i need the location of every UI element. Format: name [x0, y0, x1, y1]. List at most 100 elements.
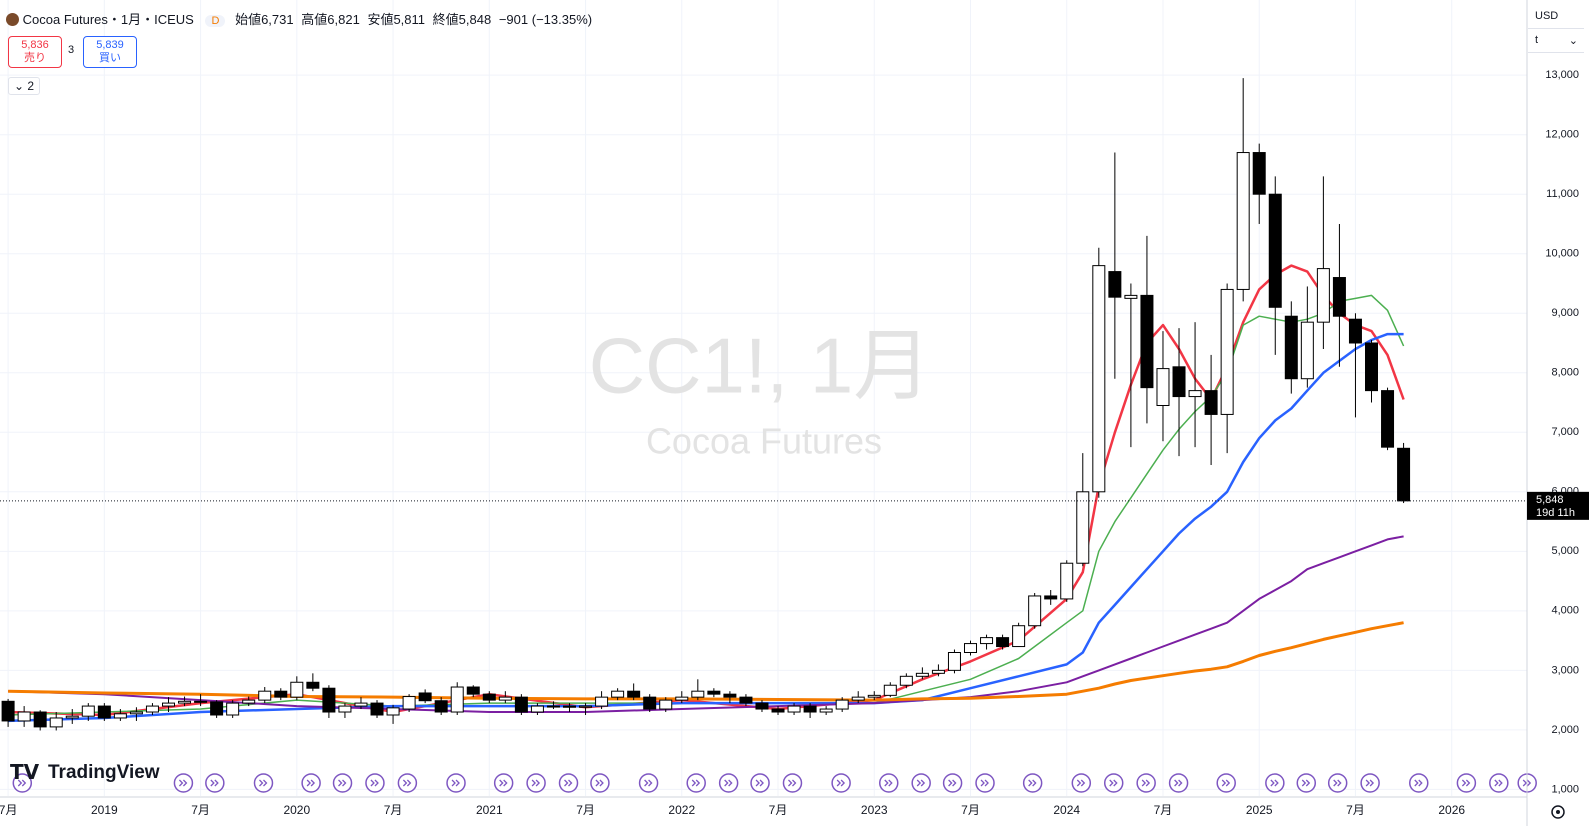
change: −901 (−13.35%): [498, 12, 593, 27]
candle-body: [1397, 447, 1411, 502]
candle-body: [338, 705, 352, 713]
candle-body: [306, 681, 320, 689]
buy-label: 買い: [99, 52, 121, 64]
candle-body: [145, 705, 159, 713]
sell-label: 売り: [24, 52, 46, 64]
event-marker-arrow: [1461, 779, 1471, 787]
close-value: 5,848: [458, 12, 492, 27]
event-marker: [686, 773, 706, 793]
candle-body: [579, 705, 593, 708]
event-marker-arrow: [836, 779, 846, 787]
event-marker: [365, 773, 385, 793]
candle-body: [899, 675, 913, 686]
unit: t: [1535, 34, 1539, 46]
badge[interactable]: D: [205, 15, 226, 27]
candle-body: [851, 696, 865, 701]
buy-button[interactable]: 5,839 買い: [83, 36, 137, 68]
candle-body: [1124, 294, 1138, 299]
low-label: 安値: [367, 12, 394, 27]
candle-body: [1381, 390, 1395, 448]
logo: 𝗧𝗩 TradingView: [10, 762, 160, 784]
event-marker-arrow: [210, 779, 219, 787]
candle-body: [1140, 294, 1154, 389]
x-tick-label: 2022: [668, 803, 695, 817]
candle-body: [1204, 390, 1218, 415]
candle-body: [947, 652, 961, 671]
event-marker: [526, 773, 546, 793]
dropdown-arrow: ⌄: [1568, 35, 1578, 47]
sell-price: 5,836: [21, 39, 49, 51]
event-marker: [1216, 773, 1236, 793]
x-tick-label: 2019: [91, 803, 118, 817]
x-tick-label: 2020: [283, 803, 310, 817]
candle-body: [691, 690, 705, 698]
currency[interactable]: USD: [1535, 10, 1559, 22]
candle-body: [162, 702, 175, 707]
event-marker-arrow: [499, 779, 508, 787]
symbol-icon: [6, 13, 19, 26]
candle-body: [675, 696, 689, 701]
sell-button[interactable]: 5,836 売り: [8, 36, 62, 68]
candle-body: [563, 705, 576, 708]
low-value: 5,811: [393, 12, 426, 27]
x-tick-label: 2024: [1053, 803, 1080, 817]
event-marker-arrow: [980, 779, 989, 787]
event-marker-arrow: [1301, 779, 1311, 787]
candle-body: [1, 700, 15, 722]
candle-body: [931, 669, 945, 674]
candle-body: [97, 705, 111, 719]
watermark-symbol: CC1!, 1月: [589, 322, 931, 410]
candle-body: [274, 690, 288, 698]
open-value: 6,731: [261, 12, 294, 27]
y-tick-label: 7,000: [1551, 426, 1579, 438]
symbol[interactable]: Cocoa Futures・1月・ICEUS: [22, 12, 194, 27]
x-tick-label: 7月: [0, 803, 17, 817]
candle-body: [707, 690, 721, 695]
candle-body: [322, 687, 336, 713]
event-marker-arrow: [564, 779, 573, 787]
event-marker-arrow: [1270, 779, 1279, 787]
event-marker: [253, 773, 274, 793]
settings-icon[interactable]: [1551, 805, 1565, 819]
y-tick-label: 5,000: [1551, 545, 1579, 557]
x-tick-label: 2025: [1246, 803, 1273, 817]
candle-body: [627, 690, 641, 698]
event-marker: [831, 773, 851, 793]
candle-body: [1348, 318, 1362, 344]
event-marker: [173, 773, 194, 793]
event-marker-arrow: [178, 779, 188, 787]
candle-body: [1076, 491, 1090, 564]
x-tick-label: 7月: [1154, 803, 1173, 817]
event-marker-arrow: [644, 779, 653, 787]
candle-body: [530, 705, 544, 713]
candle-body: [370, 702, 384, 716]
unit-select[interactable]: t ⌄: [1528, 28, 1584, 53]
event-marker-arrow: [259, 779, 268, 787]
candle-body: [1300, 321, 1314, 380]
candle-body: [643, 696, 657, 710]
y-tick-label: 12,000: [1545, 129, 1579, 141]
spread: 3: [68, 44, 75, 56]
event-marker: [942, 773, 963, 793]
indicators-toggle[interactable]: ⌄ 2: [8, 77, 41, 95]
event-marker-arrow: [1109, 779, 1118, 787]
candle-body: [1044, 595, 1058, 600]
logo-mark: 𝗧𝗩: [10, 762, 40, 784]
event-marker: [1296, 773, 1317, 793]
event-marker-arrow: [370, 779, 379, 787]
event-marker-arrow: [1076, 779, 1086, 787]
candle-body: [787, 705, 801, 713]
candle-body: [771, 708, 785, 713]
event-marker: [397, 773, 418, 793]
event-marker: [1103, 773, 1124, 793]
event-marker-arrow: [884, 779, 893, 787]
candle-body: [354, 702, 368, 707]
candle-body: [17, 711, 31, 722]
axes: 1,0002,0003,0004,0005,0006,0007,0008,000…: [0, 69, 1589, 817]
last-price-box: [1527, 491, 1589, 520]
x-tick-label: 7月: [576, 803, 595, 817]
event-marker: [782, 773, 803, 793]
y-tick-label: 10,000: [1545, 248, 1579, 260]
candle-body: [1284, 315, 1298, 380]
